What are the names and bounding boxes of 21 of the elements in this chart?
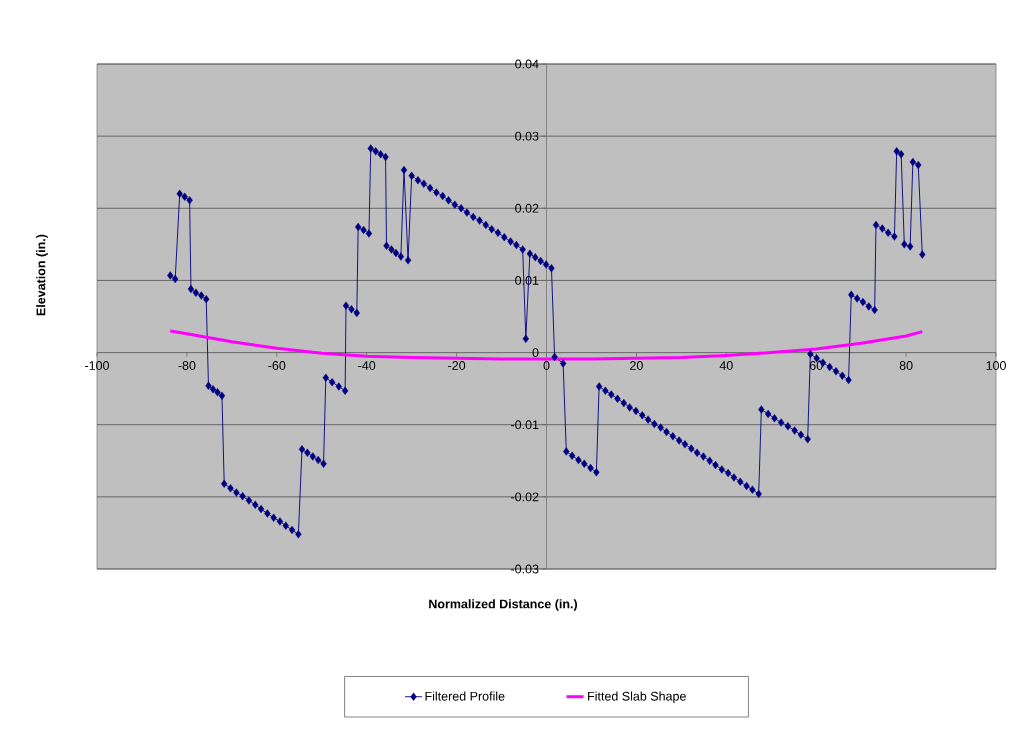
x-tick-label: -20 (448, 361, 466, 370)
x-tick-label: 80 (899, 361, 913, 370)
y-tick-label: 0.03 (515, 131, 539, 141)
x-tick-label: -40 (358, 361, 376, 370)
x-tick-label: 40 (719, 361, 733, 370)
legend-label: Fitted Slab Shape (588, 691, 686, 704)
x-tick-label: -80 (178, 361, 196, 370)
x-tick-label: 0 (543, 361, 550, 370)
x-tick-label: 100 (986, 361, 1006, 370)
y-tick-label: 0 (532, 348, 539, 357)
x-tick-label: 20 (630, 361, 643, 370)
y-tick-label: 0.02 (515, 203, 539, 213)
y-tick-label: -0.02 (511, 492, 539, 502)
y-tick-label: -0.03 (511, 564, 539, 574)
x-tick-label: -100 (85, 361, 110, 370)
y-axis-title: Elevation (in.) (36, 234, 48, 316)
legend-label: Filtered Profile (425, 691, 505, 701)
x-axis-title: Normalized Distance (in.) (429, 599, 578, 611)
x-tick-label: -60 (268, 361, 286, 370)
y-tick-label: 0.04 (515, 59, 539, 69)
y-tick-label: -0.01 (511, 420, 539, 430)
